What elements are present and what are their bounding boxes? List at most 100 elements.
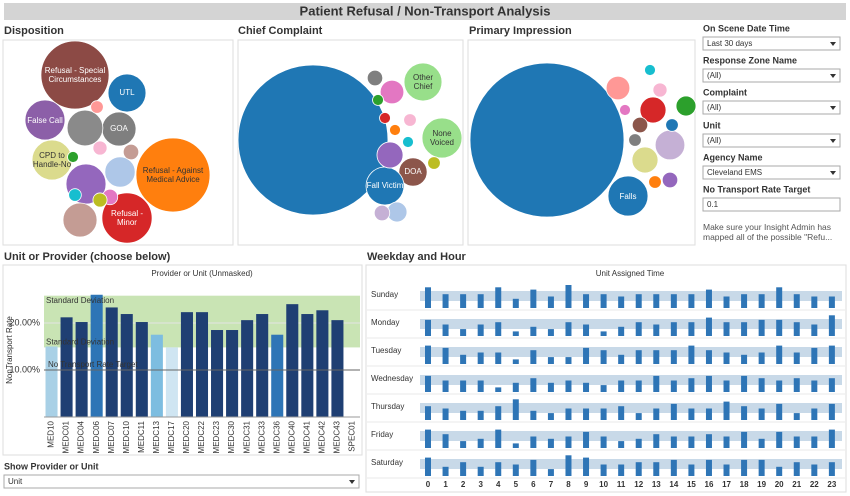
- bar: [688, 294, 695, 308]
- filter-label: Unit: [703, 120, 721, 130]
- bar: [425, 287, 431, 308]
- bubble: [24, 99, 66, 141]
- filter-label: Agency Name: [703, 152, 763, 162]
- bar: [425, 319, 431, 336]
- chart-subtitle: Unit Assigned Time: [596, 269, 665, 278]
- x-tick-label: MEDC40: [287, 420, 296, 453]
- bar: [583, 457, 590, 476]
- dropdown-arrow: [830, 106, 836, 110]
- bar: [828, 403, 835, 420]
- x-tick-label: MEDC10: [122, 420, 131, 453]
- row-band: [420, 403, 842, 413]
- bar: [565, 322, 572, 336]
- bubble: [104, 156, 136, 188]
- bar: [635, 438, 642, 448]
- bar: [793, 413, 800, 420]
- bubble: [66, 109, 104, 147]
- row-label: Monday: [371, 318, 399, 327]
- bar: [565, 436, 572, 448]
- bar: [600, 408, 607, 420]
- bubble-label-box: Refusal - Minor: [111, 209, 143, 227]
- bar: [565, 380, 572, 392]
- filter-box[interactable]: [702, 100, 841, 115]
- bar: [776, 466, 783, 476]
- dashboard-title: Patient Refusal / Non-Transport Analysis: [300, 3, 551, 18]
- panel-title: Chief Complaint: [238, 25, 323, 37]
- bar: [547, 329, 554, 336]
- filter-box[interactable]: [702, 133, 841, 148]
- bar: [583, 431, 590, 448]
- x-tick-label: 10: [599, 480, 608, 489]
- bar: [758, 459, 765, 476]
- bar: [477, 410, 484, 420]
- bar: [653, 324, 660, 336]
- bubble: [648, 175, 662, 189]
- x-tick-label: 7: [549, 480, 554, 489]
- bubble: [379, 112, 391, 124]
- control-box[interactable]: [3, 474, 360, 489]
- filter-box[interactable]: [702, 68, 841, 83]
- bar: [495, 287, 502, 308]
- reference-label: No Transport Rate Target: [48, 360, 138, 369]
- x-tick-label: 21: [792, 480, 801, 489]
- bubble: [92, 192, 108, 208]
- bar: [195, 312, 209, 417]
- bubble-label: Refusal - Against Medical Advice: [142, 165, 204, 184]
- filter-box[interactable]: [702, 36, 841, 51]
- bar: [688, 464, 695, 476]
- bar: [653, 434, 660, 448]
- panel-title: Weekday and Hour: [367, 251, 467, 263]
- bubble: [402, 136, 414, 148]
- x-tick-label: MEDC04: [77, 420, 86, 453]
- bar: [530, 350, 537, 364]
- bubble: [639, 96, 667, 124]
- bar: [618, 354, 625, 364]
- bar: [811, 408, 818, 420]
- x-tick-label: 16: [705, 480, 714, 489]
- bubble: [607, 175, 649, 217]
- bar: [547, 413, 554, 420]
- x-tick-label: 23: [827, 480, 836, 489]
- x-tick-label: 20: [775, 480, 784, 489]
- bar: [670, 380, 677, 392]
- bubble: [605, 75, 631, 101]
- bar: [600, 385, 607, 392]
- bubble: [652, 82, 668, 98]
- filter-value: (All): [707, 136, 722, 145]
- bar: [565, 285, 572, 308]
- x-tick-label: 19: [757, 480, 766, 489]
- bar: [811, 296, 818, 308]
- bar: [495, 352, 502, 364]
- bar: [495, 387, 502, 392]
- bar: [776, 431, 783, 448]
- bar: [600, 350, 607, 364]
- bubble: [372, 94, 384, 106]
- x-tick-label: MEDC13: [152, 420, 161, 453]
- bar: [477, 324, 484, 336]
- bar: [828, 429, 835, 448]
- bar: [425, 406, 431, 420]
- bar: [828, 345, 835, 364]
- title-bar: [4, 3, 846, 20]
- x-tick-label: 3: [478, 480, 483, 489]
- x-tick-label: MEDC22: [197, 420, 206, 453]
- bar: [442, 294, 449, 308]
- bar: [635, 322, 642, 336]
- bubble: [90, 100, 104, 114]
- bubble: [135, 137, 211, 213]
- bubble-label-box: Refusal - Against Medical Advice: [142, 165, 204, 184]
- bar: [547, 296, 554, 308]
- bubble-label-box: Fall Victim: [367, 181, 404, 190]
- x-tick-label: 17: [722, 480, 731, 489]
- bar: [271, 334, 284, 417]
- filter-box[interactable]: [702, 165, 841, 180]
- row-label: Wednesday: [371, 374, 413, 383]
- bar: [635, 380, 642, 392]
- bar: [425, 375, 431, 392]
- bar: [583, 324, 590, 336]
- filter-box[interactable]: [702, 197, 841, 212]
- bar: [165, 347, 178, 417]
- bar: [705, 289, 712, 308]
- bubble-label-box: Falls: [620, 192, 637, 201]
- bar: [635, 413, 642, 420]
